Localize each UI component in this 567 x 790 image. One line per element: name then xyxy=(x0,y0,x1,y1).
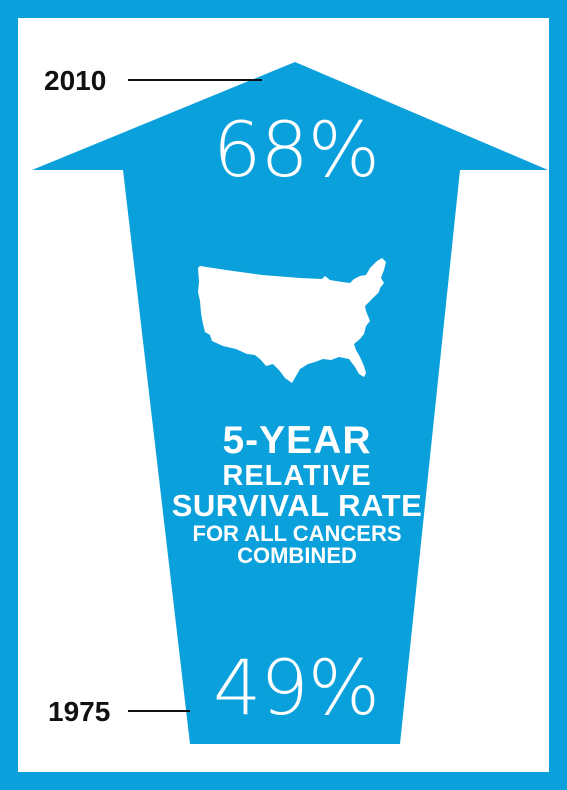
year-1975-label: 1975 xyxy=(48,696,111,727)
headline-line-3: SURVIVAL RATE xyxy=(171,487,423,523)
headline-line-4: FOR ALL CANCERS xyxy=(192,521,402,546)
headline-line-2: RELATIVE xyxy=(222,460,372,493)
headline-line-1: 5-YEAR xyxy=(222,419,372,462)
survival-rate-1975: 49% xyxy=(213,643,380,732)
usa-map-icon xyxy=(198,258,386,383)
survival-rate-2010: 68% xyxy=(213,105,380,194)
headline-line-5: COMBINED xyxy=(237,542,357,568)
survival-rate-headline: 5-YEAR RELATIVE SURVIVAL RATE FOR ALL CA… xyxy=(170,419,424,568)
upward-arrow xyxy=(32,62,548,744)
year-2010-label: 2010 xyxy=(44,65,107,96)
